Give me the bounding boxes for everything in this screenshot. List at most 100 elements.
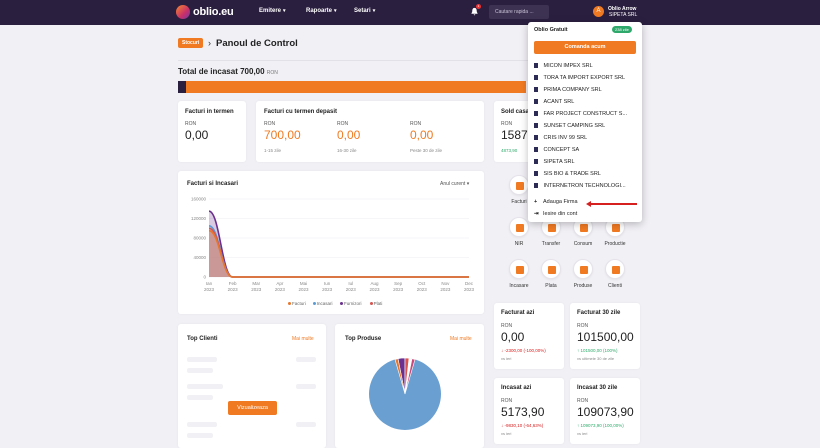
company-name: CONCEPT SA bbox=[543, 147, 580, 153]
nir-icon bbox=[516, 224, 524, 232]
card-title: Facturi in termen bbox=[185, 109, 234, 115]
quick-plata-button[interactable] bbox=[541, 259, 561, 279]
quick-nir-button[interactable] bbox=[509, 217, 529, 237]
produse-icon bbox=[580, 266, 588, 274]
legend-item[interactable]: Plati bbox=[369, 301, 383, 306]
company-name: FAR PROJECT CONSTRUCT S... bbox=[543, 111, 628, 117]
top-clients-card: Top Clienti Mai multe Vizualizeaza bbox=[178, 324, 326, 448]
chevron-down-icon: ▾ bbox=[283, 8, 286, 14]
company-item[interactable]: SIS BIO & TRADE SRL bbox=[534, 169, 638, 180]
legend-swatch bbox=[369, 302, 373, 306]
y-tick-label: 160000 bbox=[191, 197, 207, 202]
legend-label: Facturi bbox=[292, 301, 306, 306]
facturi-icon bbox=[516, 182, 524, 190]
stat-note: vs ieri bbox=[501, 356, 512, 361]
company-item[interactable]: ACANT SRL bbox=[534, 97, 638, 108]
company-item[interactable]: MICON IMPEX SRL bbox=[534, 61, 638, 72]
nav-rapoarte[interactable]: Rapoarte ▾ bbox=[306, 8, 337, 14]
building-icon bbox=[534, 111, 538, 117]
x-tick-label: 2023 bbox=[440, 287, 451, 292]
currency: RON bbox=[410, 121, 422, 127]
quick-facturi-button[interactable] bbox=[509, 175, 529, 195]
quick-nir-label: NIR bbox=[514, 241, 524, 247]
logout-link[interactable]: ⇥ Iesire din cont bbox=[534, 209, 577, 220]
legend-swatch bbox=[312, 302, 316, 306]
quick-productie-button[interactable] bbox=[605, 217, 625, 237]
top-products-more-link[interactable]: Mai multe bbox=[450, 336, 472, 342]
bell-icon[interactable] bbox=[470, 7, 479, 16]
quick-clienti-label: Clienti bbox=[608, 283, 622, 289]
legend-label: Furnizori bbox=[344, 301, 362, 306]
stat-delta-value: 101500,00 (100%) bbox=[580, 348, 618, 353]
legend-item[interactable]: Furnizori bbox=[340, 301, 362, 306]
nav-emitere-label: Emitere bbox=[259, 8, 282, 14]
series-area-facturi bbox=[209, 230, 469, 277]
y-tick-label: 40000 bbox=[193, 255, 206, 260]
stat-title: Facturat 30 zile bbox=[577, 310, 621, 316]
period-select[interactable]: Anul curent ▾ bbox=[440, 181, 469, 187]
legend-item[interactable]: Incasari bbox=[312, 301, 333, 306]
company-item[interactable]: FAR PROJECT CONSTRUCT S... bbox=[534, 109, 638, 120]
arrow-up-icon: ↑ bbox=[577, 348, 580, 353]
card-on-time: Facturi in termen RON 0,00 bbox=[178, 101, 246, 162]
nav-emitere[interactable]: Emitere ▾ bbox=[259, 8, 286, 14]
skeleton-line bbox=[187, 384, 223, 389]
card-delta: 4873,90 bbox=[501, 148, 518, 153]
company-item[interactable]: SUNSET CAMPING SRL bbox=[534, 121, 638, 132]
stat-delta: ↓ -2300,00 (-100,00%) bbox=[501, 348, 546, 353]
user-name[interactable]: Oblio Arrow bbox=[608, 6, 637, 12]
quick-transfer-label: Transfer bbox=[541, 241, 561, 247]
pie-label: 93,4% bbox=[413, 428, 425, 433]
total-progress-fill bbox=[178, 81, 186, 93]
avatar[interactable]: A bbox=[593, 6, 604, 17]
stat-card: Facturat 30 zile RON 101500,00 ↑ 101500,00 … bbox=[570, 303, 640, 369]
stat-value: 0,00 bbox=[501, 330, 525, 344]
company-item[interactable]: PRIMA COMPANY SRL bbox=[534, 85, 638, 96]
legend-item[interactable]: Facturi bbox=[288, 301, 306, 306]
x-tick-label: Mar bbox=[252, 281, 260, 286]
overdue-value-2: 0,00 bbox=[337, 128, 361, 142]
arrow-up-icon: ↑ bbox=[577, 423, 580, 428]
legend-label: Plati bbox=[373, 301, 383, 306]
view-clients-button[interactable]: Vizualizeaza bbox=[228, 401, 277, 415]
company-item[interactable]: TORA TA IMPORT EXPORT SRL bbox=[534, 73, 638, 84]
building-icon bbox=[534, 87, 538, 93]
quick-produse-button[interactable] bbox=[573, 259, 593, 279]
stat-title: Facturat azi bbox=[501, 310, 535, 316]
top-clients-more-link[interactable]: Mai multe bbox=[292, 336, 314, 342]
company-item[interactable]: CRIS INV 99 SRL bbox=[534, 133, 638, 144]
quick-incasare-label: Incasare bbox=[509, 283, 529, 289]
company-item[interactable]: INTERNETRON TECHNOLOGI... bbox=[534, 181, 638, 192]
company-item[interactable]: CONCEPT SA bbox=[534, 145, 638, 156]
nav-setari[interactable]: Setari ▾ bbox=[354, 8, 375, 14]
building-icon bbox=[534, 159, 538, 165]
stat-card: Facturat azi RON 0,00 ↓ -2300,00 (-100,00%)… bbox=[494, 303, 564, 369]
x-tick-label: Apr bbox=[276, 281, 284, 286]
quick-clienti-button[interactable] bbox=[605, 259, 625, 279]
company-item[interactable]: SIPETA SRL bbox=[534, 157, 638, 168]
total-due-currency: RON bbox=[266, 70, 278, 76]
x-tick-label: 2023 bbox=[299, 287, 310, 292]
currency: RON bbox=[501, 323, 513, 329]
add-company-link[interactable]: + Adauga Firma bbox=[534, 197, 578, 208]
card-value: 1587 bbox=[501, 128, 528, 142]
x-tick-label: Sep bbox=[394, 281, 403, 286]
stat-delta-value: 109073,90 (100,00%) bbox=[580, 423, 624, 428]
back-button[interactable]: Stocuri bbox=[178, 38, 204, 48]
overdue-value-1: 700,00 bbox=[264, 128, 301, 142]
quick-incasare-button[interactable] bbox=[509, 259, 529, 279]
top-products-pie bbox=[369, 357, 441, 430]
currency: RON bbox=[577, 398, 589, 404]
total-progress-bar bbox=[178, 81, 526, 93]
user-company[interactable]: SIPETA SRL bbox=[609, 12, 638, 18]
x-tick-label: Iul bbox=[348, 281, 353, 286]
currency: RON bbox=[501, 398, 513, 404]
logo[interactable]: oblio.eu bbox=[176, 5, 234, 19]
top-products-title: Top Produse bbox=[345, 336, 382, 342]
top-navbar bbox=[0, 0, 820, 25]
total-due: Total de incasat 700,00 RON bbox=[178, 67, 278, 76]
x-tick-label: Iun bbox=[324, 281, 331, 286]
order-now-button[interactable]: Comanda acum bbox=[534, 41, 636, 54]
search-input[interactable]: Cautare rapida ... bbox=[489, 5, 549, 19]
x-tick-label: 2023 bbox=[204, 287, 215, 292]
